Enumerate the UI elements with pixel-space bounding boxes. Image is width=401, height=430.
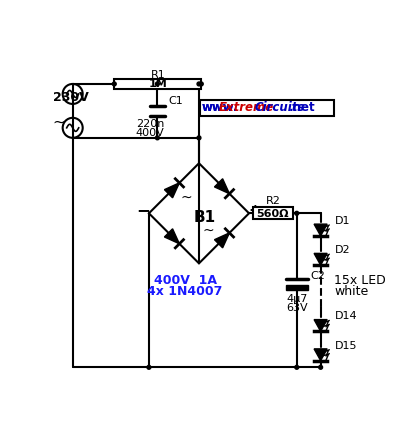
Text: D14: D14 [334,311,357,322]
Text: R1: R1 [150,70,165,80]
Text: D2: D2 [334,245,350,255]
Bar [253,207,293,219]
Circle shape [112,82,116,86]
Text: www.: www. [202,101,239,114]
Text: 63V: 63V [286,303,308,313]
Text: Circuits: Circuits [254,101,305,114]
Circle shape [156,82,159,86]
Polygon shape [314,224,327,236]
Text: 400V  1A: 400V 1A [154,274,217,287]
Text: 4x 1N4007: 4x 1N4007 [148,285,223,298]
Circle shape [199,82,203,86]
Text: 230V: 230V [53,91,88,104]
Text: 15x LED: 15x LED [334,274,386,287]
Text: ~: ~ [203,223,214,237]
Circle shape [295,366,299,369]
Bar [114,79,201,89]
Polygon shape [215,179,229,194]
Text: Extreme: Extreme [219,101,274,114]
Circle shape [156,136,159,140]
Text: ~: ~ [181,191,192,205]
Text: .net: .net [289,101,316,114]
Polygon shape [314,349,327,361]
Text: 1M: 1M [148,79,167,89]
Text: +: + [249,203,261,218]
Polygon shape [164,183,179,198]
Bar [200,100,334,116]
Text: www.: www. [201,101,238,114]
Text: D1: D1 [334,216,350,226]
Text: −: − [136,201,150,219]
Text: C1: C1 [168,96,183,106]
Text: 220n: 220n [136,119,164,129]
Text: D15: D15 [334,341,357,351]
Circle shape [197,136,201,140]
Polygon shape [215,233,229,248]
Text: C2: C2 [311,270,326,281]
Text: B1: B1 [194,210,216,224]
Polygon shape [314,253,327,265]
Text: 400V: 400V [136,128,164,138]
Circle shape [147,366,151,369]
Text: R2: R2 [265,196,280,206]
Polygon shape [164,229,179,244]
Circle shape [295,212,299,215]
Text: white: white [334,285,369,298]
Polygon shape [314,319,327,332]
Circle shape [319,366,322,369]
Text: ~: ~ [53,114,65,129]
Text: 4µ7: 4µ7 [286,294,308,304]
Text: 560Ω: 560Ω [257,209,289,219]
Bar [286,285,308,290]
Circle shape [197,82,201,86]
